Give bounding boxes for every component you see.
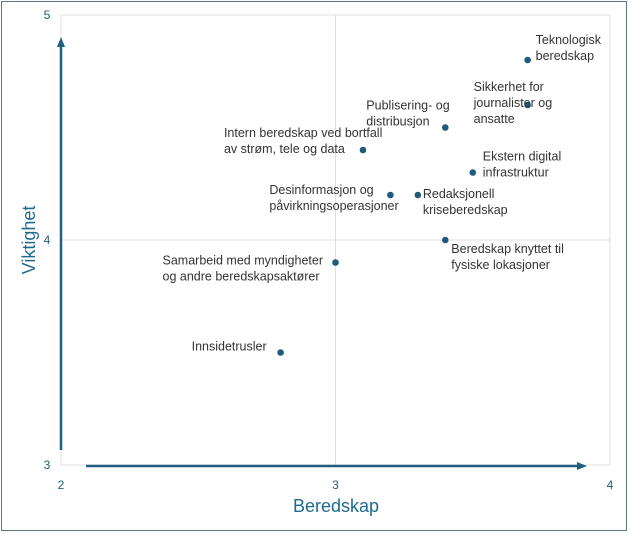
axis-arrows	[57, 37, 587, 470]
x-tick-label: 2	[58, 478, 65, 492]
point-marker	[414, 191, 422, 199]
point-marker	[277, 349, 284, 356]
point-label: journalister og	[473, 96, 553, 110]
point-label: Sikkerhet for	[474, 80, 544, 94]
point-label: Ekstern digital	[483, 150, 562, 164]
point-marker	[359, 146, 367, 154]
data-point: Samarbeid med myndigheter og andre bereds…	[163, 254, 339, 284]
data-points: Teknologisk beredskap Sikkerhet for journal…	[163, 33, 602, 356]
data-point: Ekstern digital infrastruktur	[469, 150, 561, 180]
point-label: Publisering- og	[366, 99, 449, 113]
y-axis-title: Viktighet	[19, 206, 39, 275]
point-marker	[524, 101, 531, 109]
point-marker	[442, 124, 449, 131]
point-marker	[524, 56, 531, 64]
point-label: fysiske lokasjoner	[451, 258, 550, 272]
x-tick-label: 3	[332, 478, 339, 492]
point-label: Desinformasjon og	[269, 183, 373, 197]
point-label: av strøm, tele og data	[224, 142, 345, 156]
x-arrow-head	[577, 462, 587, 470]
data-point: Teknologisk beredskap	[524, 33, 602, 64]
y-tick-label: 3	[44, 458, 51, 472]
point-marker	[332, 259, 339, 266]
point-marker	[387, 191, 394, 199]
point-label: distribusjon	[366, 115, 429, 129]
point-marker	[469, 169, 477, 176]
point-label: kriseberedskap	[423, 203, 508, 217]
point-label: påvirkningsoperasjoner	[269, 199, 398, 213]
point-label: Innsidetrusler	[192, 340, 267, 354]
data-point: Beredskap knyttet til fysiske lokasjoner	[442, 236, 564, 272]
point-label: og andre beredskapsaktører	[163, 270, 320, 284]
point-label: beredskap	[536, 49, 594, 63]
data-point: Desinformasjon og påvirkningsoperasjoner	[269, 183, 398, 213]
data-point: Sikkerhet for journalister og ansatte	[473, 80, 553, 126]
point-label: Samarbeid med myndigheter	[163, 254, 324, 268]
point-label: Intern beredskap ved bortfall	[224, 126, 382, 140]
point-label: ansatte	[474, 112, 515, 126]
data-point: Innsidetrusler	[192, 340, 284, 356]
data-point: Redaksjonell kriseberedskap	[414, 187, 508, 217]
point-marker	[442, 236, 449, 244]
x-tick-label: 4	[607, 478, 614, 492]
y-tick-label: 4	[44, 233, 51, 247]
point-label: Redaksjonell	[423, 187, 495, 201]
point-label: Beredskap knyttet til	[451, 242, 564, 256]
data-point: Intern beredskap ved bortfall av strøm, t…	[224, 126, 382, 156]
point-label: infrastruktur	[483, 166, 549, 180]
y-arrow-head	[57, 37, 65, 47]
x-axis-title: Beredskap	[293, 496, 379, 516]
y-tick-label: 5	[44, 8, 51, 22]
data-point: Publisering- og distribusjon	[366, 99, 450, 131]
point-label: Teknologisk	[536, 33, 602, 47]
